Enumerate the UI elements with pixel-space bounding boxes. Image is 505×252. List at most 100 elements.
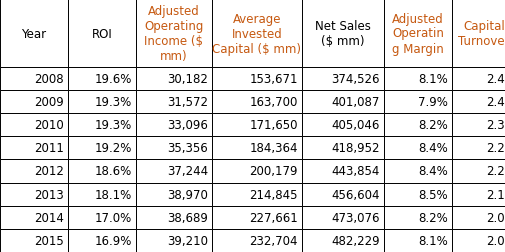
Text: 2.08: 2.08 — [485, 211, 505, 224]
Text: 8.4%: 8.4% — [417, 165, 447, 178]
Text: 8.2%: 8.2% — [417, 119, 447, 132]
Text: 2012: 2012 — [34, 165, 64, 178]
Bar — [451, 206, 505, 229]
Bar — [383, 114, 451, 137]
Text: ROI: ROI — [91, 27, 112, 40]
Bar — [212, 160, 301, 183]
Bar — [383, 183, 451, 206]
Bar — [136, 160, 212, 183]
Bar — [0, 68, 68, 91]
Bar — [136, 91, 212, 114]
Bar — [212, 68, 301, 91]
Bar — [136, 183, 212, 206]
Text: 2.44: 2.44 — [485, 73, 505, 86]
Bar — [136, 68, 212, 91]
Text: 2.27: 2.27 — [485, 142, 505, 155]
Text: 2.07: 2.07 — [485, 234, 505, 247]
Text: Capital
Turnover: Capital Turnover — [458, 20, 505, 48]
Text: 19.3%: 19.3% — [94, 119, 132, 132]
Bar — [68, 91, 136, 114]
Text: 171,650: 171,650 — [249, 119, 297, 132]
Text: 2008: 2008 — [34, 73, 64, 86]
Text: 33,096: 33,096 — [167, 119, 208, 132]
Text: 473,076: 473,076 — [331, 211, 379, 224]
Bar — [451, 0, 505, 68]
Text: 37,244: 37,244 — [167, 165, 208, 178]
Text: 7.9%: 7.9% — [417, 96, 447, 109]
Bar — [212, 0, 301, 68]
Bar — [0, 183, 68, 206]
Text: 2.22: 2.22 — [485, 165, 505, 178]
Bar — [383, 68, 451, 91]
Bar — [0, 0, 68, 68]
Text: 8.5%: 8.5% — [418, 188, 447, 201]
Text: 374,526: 374,526 — [331, 73, 379, 86]
Bar — [0, 91, 68, 114]
Text: 2014: 2014 — [34, 211, 64, 224]
Text: 2.13: 2.13 — [485, 188, 505, 201]
Text: Adjusted
Operating
Income ($
mm): Adjusted Operating Income ($ mm) — [144, 5, 204, 63]
Bar — [68, 68, 136, 91]
Bar — [68, 137, 136, 160]
Bar — [136, 229, 212, 252]
Bar — [68, 229, 136, 252]
Bar — [451, 68, 505, 91]
Bar — [0, 137, 68, 160]
Text: 38,970: 38,970 — [167, 188, 208, 201]
Text: Net Sales
($ mm): Net Sales ($ mm) — [315, 20, 370, 48]
Bar — [301, 229, 383, 252]
Bar — [136, 206, 212, 229]
Bar — [451, 91, 505, 114]
Text: 456,604: 456,604 — [331, 188, 379, 201]
Text: 153,671: 153,671 — [249, 73, 297, 86]
Text: 31,572: 31,572 — [167, 96, 208, 109]
Bar — [383, 206, 451, 229]
Bar — [212, 206, 301, 229]
Bar — [383, 0, 451, 68]
Text: 19.2%: 19.2% — [94, 142, 132, 155]
Text: 16.9%: 16.9% — [94, 234, 132, 247]
Bar — [451, 183, 505, 206]
Text: 200,179: 200,179 — [249, 165, 297, 178]
Bar — [301, 114, 383, 137]
Bar — [212, 114, 301, 137]
Bar — [451, 229, 505, 252]
Bar — [451, 137, 505, 160]
Bar — [383, 229, 451, 252]
Bar — [301, 137, 383, 160]
Text: 2.45: 2.45 — [485, 96, 505, 109]
Text: 18.6%: 18.6% — [94, 165, 132, 178]
Text: 8.1%: 8.1% — [417, 73, 447, 86]
Text: 482,229: 482,229 — [331, 234, 379, 247]
Bar — [136, 0, 212, 68]
Bar — [383, 91, 451, 114]
Text: 35,356: 35,356 — [167, 142, 208, 155]
Text: 30,182: 30,182 — [167, 73, 208, 86]
Bar — [68, 183, 136, 206]
Text: 405,046: 405,046 — [331, 119, 379, 132]
Text: Adjusted
Operatin
g Margin: Adjusted Operatin g Margin — [391, 12, 443, 55]
Bar — [383, 160, 451, 183]
Bar — [68, 0, 136, 68]
Bar — [0, 206, 68, 229]
Text: 8.1%: 8.1% — [417, 234, 447, 247]
Text: 401,087: 401,087 — [331, 96, 379, 109]
Text: 232,704: 232,704 — [249, 234, 297, 247]
Bar — [136, 137, 212, 160]
Bar — [383, 137, 451, 160]
Text: 163,700: 163,700 — [249, 96, 297, 109]
Bar — [136, 114, 212, 137]
Text: 214,845: 214,845 — [249, 188, 297, 201]
Text: 227,661: 227,661 — [248, 211, 297, 224]
Text: 2013: 2013 — [34, 188, 64, 201]
Text: 19.3%: 19.3% — [94, 96, 132, 109]
Bar — [68, 114, 136, 137]
Bar — [0, 160, 68, 183]
Text: 2009: 2009 — [34, 96, 64, 109]
Text: 18.1%: 18.1% — [94, 188, 132, 201]
Bar — [301, 91, 383, 114]
Text: Year: Year — [21, 27, 46, 40]
Bar — [451, 114, 505, 137]
Bar — [68, 160, 136, 183]
Bar — [68, 206, 136, 229]
